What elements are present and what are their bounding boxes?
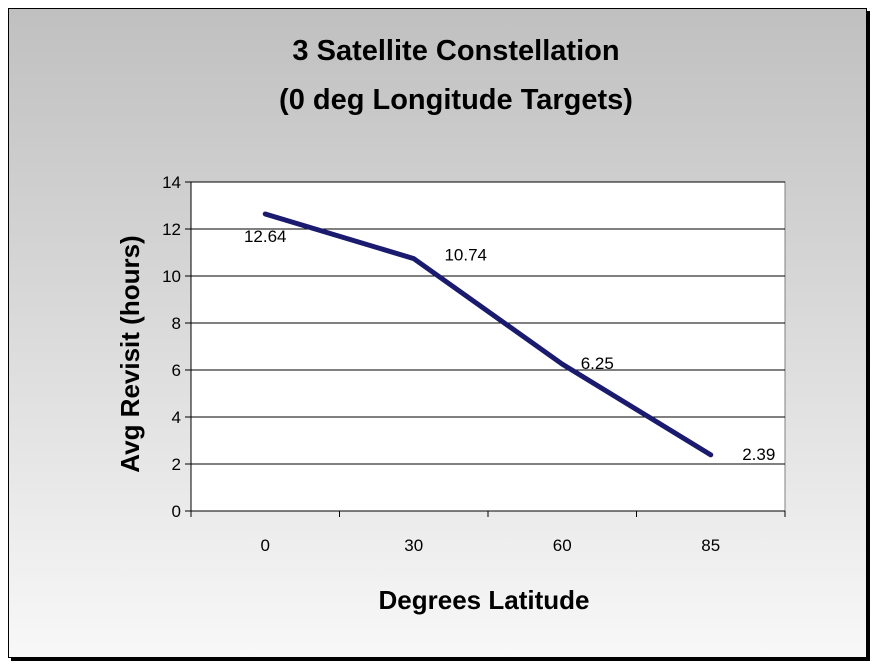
chart-title-line-1: 3 Satellite Constellation	[292, 35, 619, 67]
y-tick-label: 0	[172, 502, 181, 521]
y-axis-label: Avg Revisit (hours)	[115, 235, 145, 472]
data-label: 10.74	[444, 246, 487, 265]
line-chart: 3 Satellite Constellation (0 deg Longitu…	[115, 35, 786, 615]
y-tick-label: 2	[172, 455, 181, 474]
y-tick-label: 4	[172, 408, 181, 427]
chart-frame: 3 Satellite Constellation (0 deg Longitu…	[8, 8, 867, 658]
chart-title-line-2: (0 deg Longitude Targets)	[279, 84, 633, 116]
x-tick-label: 30	[404, 536, 423, 555]
x-axis-label: Degrees Latitude	[379, 585, 590, 615]
y-tick-label: 10	[162, 267, 181, 286]
plot-background	[190, 181, 786, 512]
y-tick-label: 6	[172, 361, 181, 380]
plot-area: 0 2 4 6 8 10 12 14 0 30 60 85 12.64 10.74 6.25 2.39	[162, 173, 786, 555]
data-label: 12.64	[244, 227, 287, 246]
data-label: 6.25	[581, 354, 614, 373]
y-tick-label: 14	[162, 173, 181, 192]
x-tick-label: 60	[553, 536, 572, 555]
x-tick-label: 0	[261, 536, 270, 555]
y-tick-label: 12	[162, 220, 181, 239]
series-line	[262, 211, 714, 458]
y-tick-label: 8	[172, 314, 181, 333]
x-tick-label: 85	[701, 536, 720, 555]
data-label: 2.39	[742, 445, 775, 464]
